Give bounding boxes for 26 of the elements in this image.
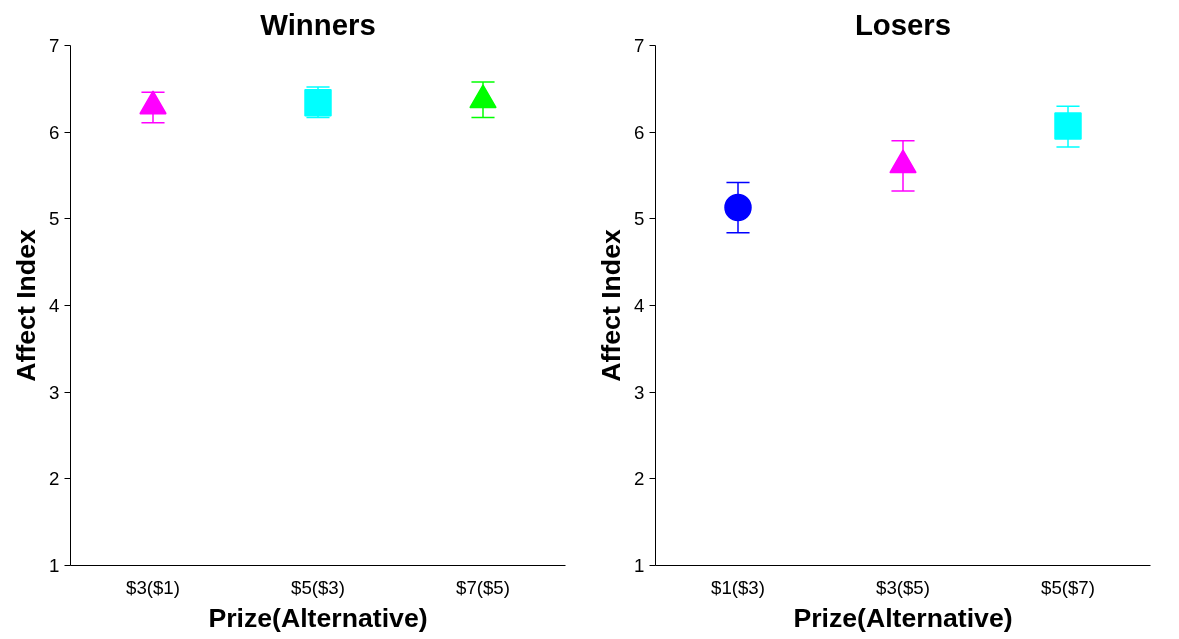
y-tick-label: 3 bbox=[49, 381, 60, 403]
x-tick-label: $7($5) bbox=[456, 576, 510, 598]
x-axis-title: Prize(Alternative) bbox=[208, 602, 428, 633]
y-axis-title: Affect Index bbox=[11, 229, 42, 382]
x-tick-label: $1($3) bbox=[711, 576, 765, 598]
x-axis-title: Prize(Alternative) bbox=[793, 602, 1013, 633]
y-tick-label: 6 bbox=[49, 121, 60, 143]
y-tick-label: 2 bbox=[634, 468, 645, 490]
y-tick-label: 6 bbox=[634, 121, 645, 143]
y-axis-title: Affect Index bbox=[596, 229, 627, 382]
x-tick-label: $5($7) bbox=[1041, 576, 1095, 598]
y-tick-label: 4 bbox=[49, 295, 60, 316]
y-tick-label: 5 bbox=[49, 208, 60, 230]
y-tick-label: 2 bbox=[49, 468, 60, 490]
y-tick-label: 5 bbox=[634, 208, 645, 230]
y-tick-label: 7 bbox=[49, 35, 60, 56]
chart-title: Losers bbox=[854, 7, 952, 41]
x-tick-label: $5($3) bbox=[291, 576, 345, 598]
chart-title: Winners bbox=[260, 7, 376, 41]
x-tick-label: $3($1) bbox=[126, 576, 180, 598]
y-tick-label: 7 bbox=[634, 35, 645, 56]
y-tick-label: 4 bbox=[634, 295, 645, 316]
x-tick-label: $3($5) bbox=[876, 576, 930, 598]
y-tick-label: 3 bbox=[634, 381, 645, 403]
y-tick-label: 1 bbox=[634, 555, 645, 576]
y-tick-label: 1 bbox=[49, 555, 60, 576]
